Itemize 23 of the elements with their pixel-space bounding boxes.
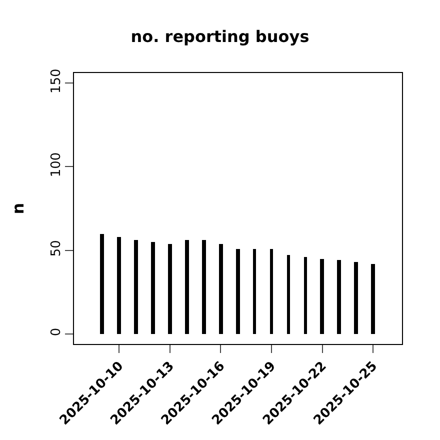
chart-title: no. reporting buoys xyxy=(130,27,310,46)
bar xyxy=(371,264,375,334)
bar xyxy=(337,260,341,334)
y-tick-label: 0 xyxy=(48,328,64,336)
bar xyxy=(253,249,256,334)
bar xyxy=(168,244,172,334)
bar xyxy=(117,237,121,334)
bar xyxy=(134,240,138,334)
bar xyxy=(202,240,206,334)
bar xyxy=(185,240,189,334)
bar xyxy=(320,259,324,334)
y-axis-title: n xyxy=(8,202,28,214)
bar xyxy=(151,242,155,334)
y-tick-label: 50 xyxy=(48,240,64,257)
y-tick-label: 100 xyxy=(48,152,64,178)
bar xyxy=(219,244,223,334)
y-tick-label: 150 xyxy=(48,68,64,94)
bar xyxy=(304,257,307,334)
bar xyxy=(100,234,104,334)
bar xyxy=(270,249,273,334)
bar xyxy=(236,249,240,334)
bar xyxy=(354,262,358,334)
bar xyxy=(287,255,290,334)
